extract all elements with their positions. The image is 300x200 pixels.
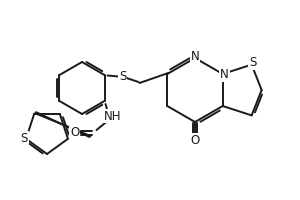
Text: N: N [190,50,200,64]
Text: S: S [249,56,256,69]
Text: O: O [190,134,200,146]
Text: S: S [20,132,28,145]
Text: N: N [220,68,229,82]
Text: O: O [70,126,79,138]
Text: S: S [119,71,126,84]
Text: NH: NH [104,110,121,122]
